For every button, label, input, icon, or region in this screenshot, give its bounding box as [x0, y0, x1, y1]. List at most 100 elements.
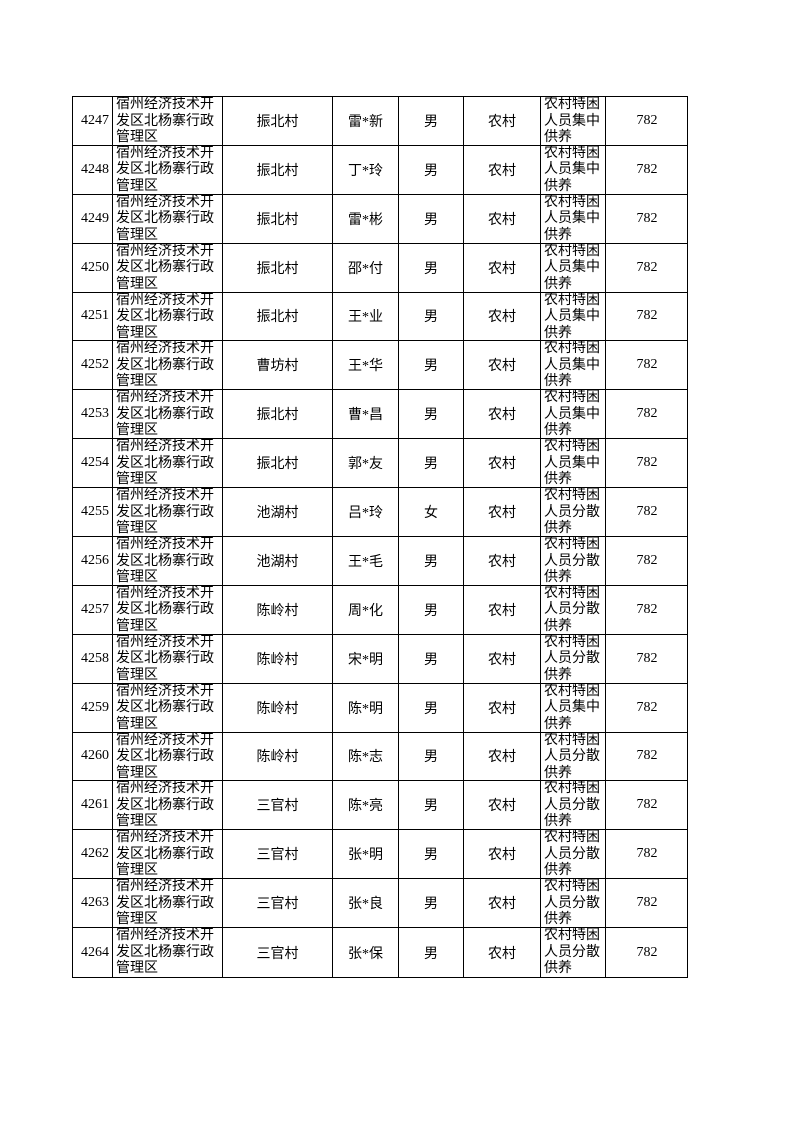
row-id: 4251 — [73, 292, 113, 342]
district: 宿州经济技术开发区北杨寨行政管理区 — [113, 243, 223, 293]
district: 宿州经济技术开发区北杨寨行政管理区 — [113, 634, 223, 684]
district: 宿州经济技术开发区北杨寨行政管理区 — [113, 145, 223, 195]
person-name: 张*保 — [333, 928, 399, 977]
household-type: 农村 — [464, 732, 541, 782]
amount: 782 — [636, 944, 658, 960]
row-id: 4257 — [73, 585, 113, 635]
row-id: 4255 — [73, 488, 113, 537]
person-name: 王*毛 — [333, 537, 399, 586]
person-name: 邵*付 — [333, 243, 399, 293]
amount: 782 — [606, 488, 688, 537]
village: 三官村 — [223, 879, 333, 929]
gender: 男 — [399, 585, 464, 635]
support-category: 农村特困人员分散供养 — [541, 928, 606, 977]
gender: 男 — [399, 439, 464, 489]
person-name: 陈*志 — [333, 732, 399, 782]
row-id: 4250 — [73, 243, 113, 293]
district: 宿州经济技术开发区北杨寨行政管理区 — [113, 928, 223, 977]
row-id: 4249 — [73, 194, 113, 244]
gender: 男 — [399, 145, 464, 195]
row-id: 4262 — [73, 830, 113, 880]
person-name: 宋*明 — [333, 634, 399, 684]
row-id: 4259 — [73, 683, 113, 733]
amount: 782 — [606, 586, 688, 635]
gender: 男 — [399, 292, 464, 342]
household-type: 农村 — [464, 243, 541, 293]
household-type: 农村 — [464, 634, 541, 684]
person-name: 张*明 — [333, 830, 399, 880]
village: 振北村 — [223, 97, 333, 146]
household-type: 农村 — [464, 292, 541, 342]
amount: 782 — [606, 97, 688, 146]
village: 三官村 — [223, 781, 333, 831]
village: 池湖村 — [223, 537, 333, 586]
household-type: 农村 — [464, 830, 541, 880]
gender: 男 — [399, 341, 464, 391]
amount: 782 — [606, 781, 688, 831]
gender: 男 — [399, 928, 464, 977]
village: 振北村 — [223, 292, 333, 342]
person-name: 王*华 — [333, 341, 399, 391]
support-category: 农村特困人员分散供养 — [541, 732, 606, 782]
district: 宿州经济技术开发区北杨寨行政管理区 — [113, 732, 223, 782]
person-name: 张*良 — [333, 879, 399, 929]
village: 振北村 — [223, 145, 333, 195]
support-category: 农村特困人员分散供养 — [541, 585, 606, 635]
household-type: 农村 — [464, 488, 541, 537]
district: 宿州经济技术开发区北杨寨行政管理区 — [113, 292, 223, 342]
person-name: 郭*友 — [333, 439, 399, 489]
household-type: 农村 — [464, 879, 541, 929]
amount: 782 — [606, 733, 688, 782]
row-id: 4264 — [73, 928, 113, 977]
person-name: 曹*昌 — [333, 390, 399, 440]
support-category: 农村特困人员集中供养 — [541, 390, 606, 440]
amount: 782 — [606, 879, 688, 929]
person-name: 雷*新 — [333, 97, 399, 146]
district: 宿州经济技术开发区北杨寨行政管理区 — [113, 341, 223, 391]
district: 宿州经济技术开发区北杨寨行政管理区 — [113, 194, 223, 244]
row-id: 4252 — [73, 341, 113, 391]
amount: 782 — [606, 390, 688, 440]
row-id: 4247 — [73, 97, 113, 146]
person-name: 吕*玲 — [333, 488, 399, 537]
village: 振北村 — [223, 194, 333, 244]
gender: 女 — [399, 488, 464, 537]
person-name: 陈*明 — [333, 683, 399, 733]
row-id: 4253 — [73, 390, 113, 440]
district: 宿州经济技术开发区北杨寨行政管理区 — [113, 488, 223, 537]
row-id: 4260 — [73, 732, 113, 782]
support-category: 农村特困人员分散供养 — [541, 879, 606, 929]
support-category: 农村特困人员集中供养 — [541, 145, 606, 195]
household-type: 农村 — [464, 390, 541, 440]
amount: 782 — [606, 195, 688, 244]
support-category: 农村特困人员集中供养 — [541, 683, 606, 733]
gender: 男 — [399, 879, 464, 929]
support-category: 农村特困人员集中供养 — [541, 194, 606, 244]
village: 振北村 — [223, 390, 333, 440]
household-type: 农村 — [464, 439, 541, 489]
person-name: 雷*彬 — [333, 194, 399, 244]
support-category: 农村特困人员分散供养 — [541, 488, 606, 537]
gender: 男 — [399, 634, 464, 684]
district: 宿州经济技术开发区北杨寨行政管理区 — [113, 781, 223, 831]
household-type: 农村 — [464, 145, 541, 195]
table: 4247 宿州经济技术开发区北杨寨行政管理区 振北村 雷*新男农村 农村特困人员集中供养… — [72, 96, 688, 978]
gender: 男 — [399, 683, 464, 733]
district: 宿州经济技术开发区北杨寨行政管理区 — [113, 830, 223, 880]
amount: 782 — [606, 146, 688, 195]
district: 宿州经济技术开发区北杨寨行政管理区 — [113, 439, 223, 489]
person-name: 丁*玲 — [333, 145, 399, 195]
amount: 782 — [606, 293, 688, 342]
gender: 男 — [399, 97, 464, 146]
district: 宿州经济技术开发区北杨寨行政管理区 — [113, 537, 223, 586]
support-category: 农村特困人员集中供养 — [541, 97, 606, 146]
village: 陈岭村 — [223, 585, 333, 635]
amount: 782 — [606, 635, 688, 684]
household-type: 农村 — [464, 781, 541, 831]
district: 宿州经济技术开发区北杨寨行政管理区 — [113, 683, 223, 733]
household-type: 农村 — [464, 537, 541, 586]
row-id: 4258 — [73, 634, 113, 684]
district: 宿州经济技术开发区北杨寨行政管理区 — [113, 97, 223, 146]
household-type: 农村 — [464, 97, 541, 146]
